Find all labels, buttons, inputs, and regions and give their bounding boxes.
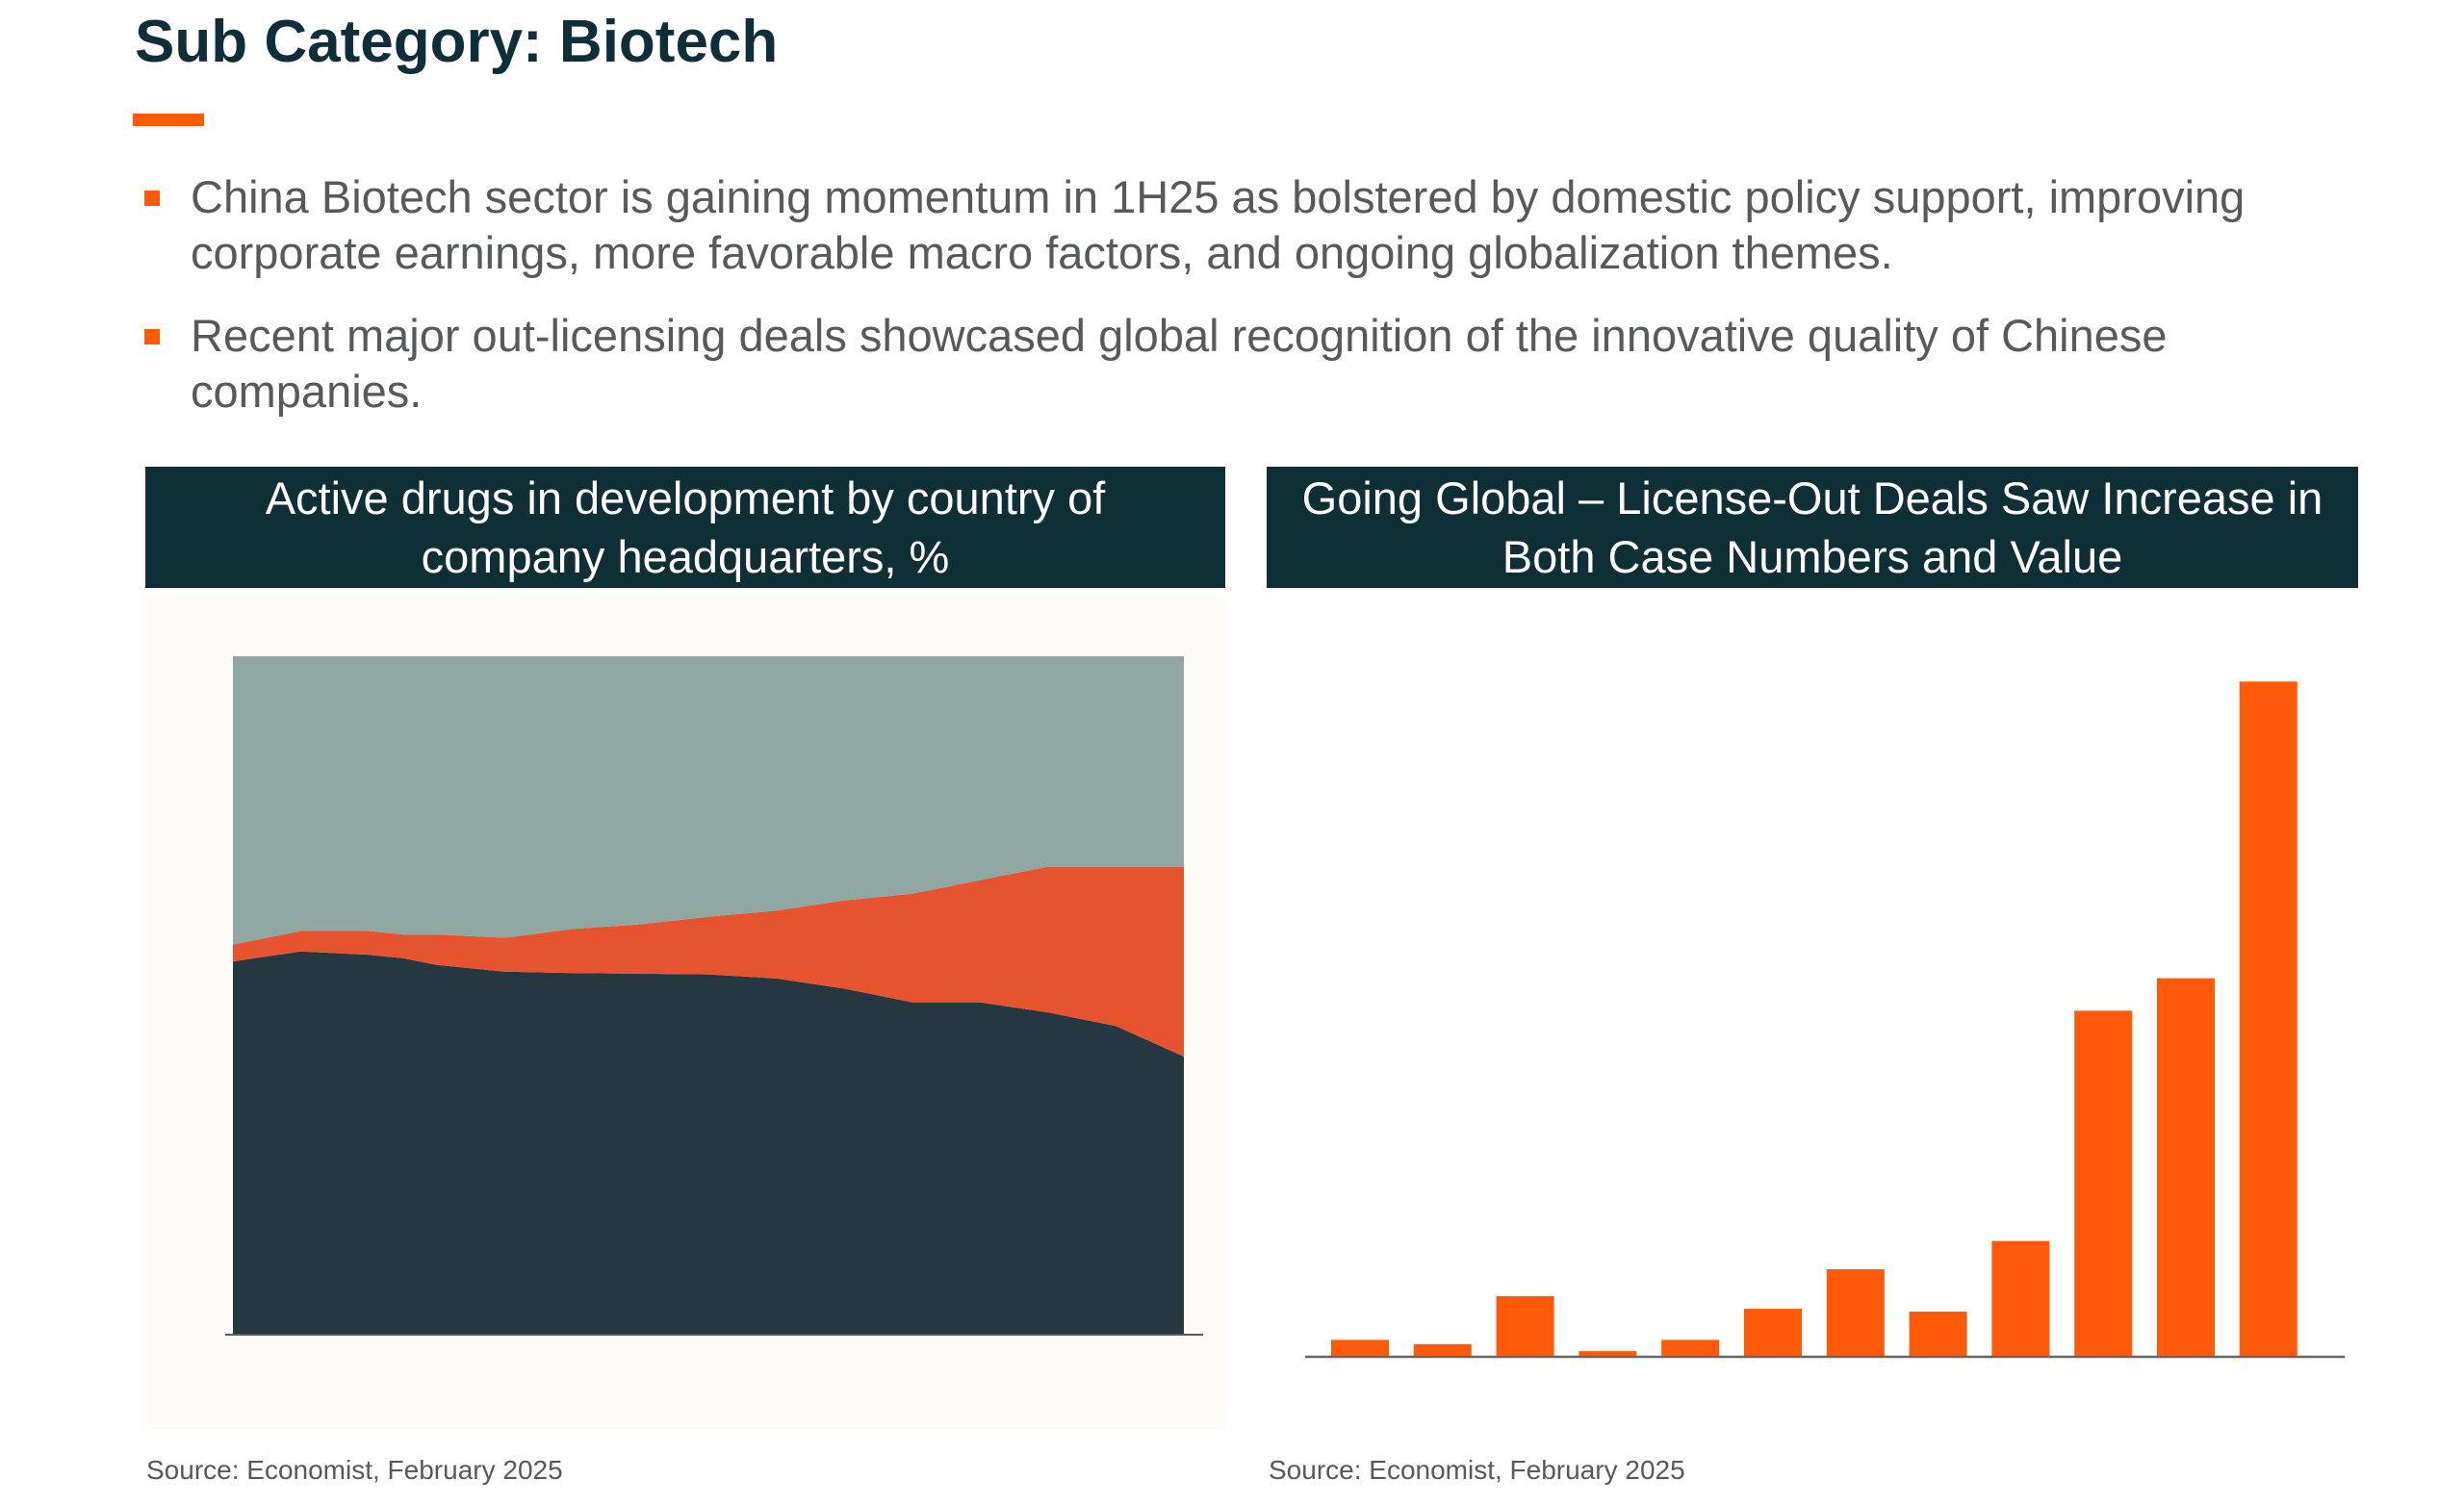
left-source-note: Source: Economist, February 2025	[146, 1455, 563, 1485]
bar	[2157, 978, 2215, 1357]
bullet-list: China Biotech sector is gaining momentum…	[144, 169, 2358, 446]
bar	[1578, 1351, 1637, 1357]
bullet-text: Recent major out-licensing deals showcas…	[191, 310, 2168, 417]
title-underline	[133, 114, 204, 126]
bullet-item: China Biotech sector is gaining momentum…	[144, 169, 2358, 281]
area-chart-container	[145, 597, 1225, 1429]
bar	[1909, 1312, 1967, 1357]
bar	[1331, 1339, 1389, 1357]
left-chart-header: Active drugs in development by country o…	[145, 467, 1225, 588]
area-chart	[225, 656, 1203, 1336]
bar-chart-container	[1267, 597, 2358, 1453]
bar	[2074, 1010, 2133, 1357]
area-series-others	[233, 656, 1184, 945]
right-source-note: Source: Economist, February 2025	[1269, 1455, 1685, 1485]
right-chart-header: Going Global – License-Out Deals Saw Inc…	[1267, 467, 2358, 588]
bar	[1661, 1339, 1720, 1357]
bullet-marker-icon	[144, 329, 160, 344]
bar	[1991, 1240, 2050, 1357]
bar	[1496, 1295, 1554, 1357]
bar	[1826, 1268, 1885, 1357]
bullet-item: Recent major out-licensing deals showcas…	[144, 308, 2358, 420]
area-series-united-states	[233, 951, 1184, 1335]
bullet-text: China Biotech sector is gaining momentum…	[191, 171, 2246, 278]
bar	[2239, 681, 2297, 1357]
page-title: Sub Category: Biotech	[135, 9, 779, 75]
bar	[1413, 1343, 1472, 1357]
bar-chart	[1305, 681, 2345, 1359]
bullet-marker-icon	[144, 191, 160, 206]
bar	[1744, 1309, 1802, 1357]
area-series-china	[233, 866, 1184, 1057]
